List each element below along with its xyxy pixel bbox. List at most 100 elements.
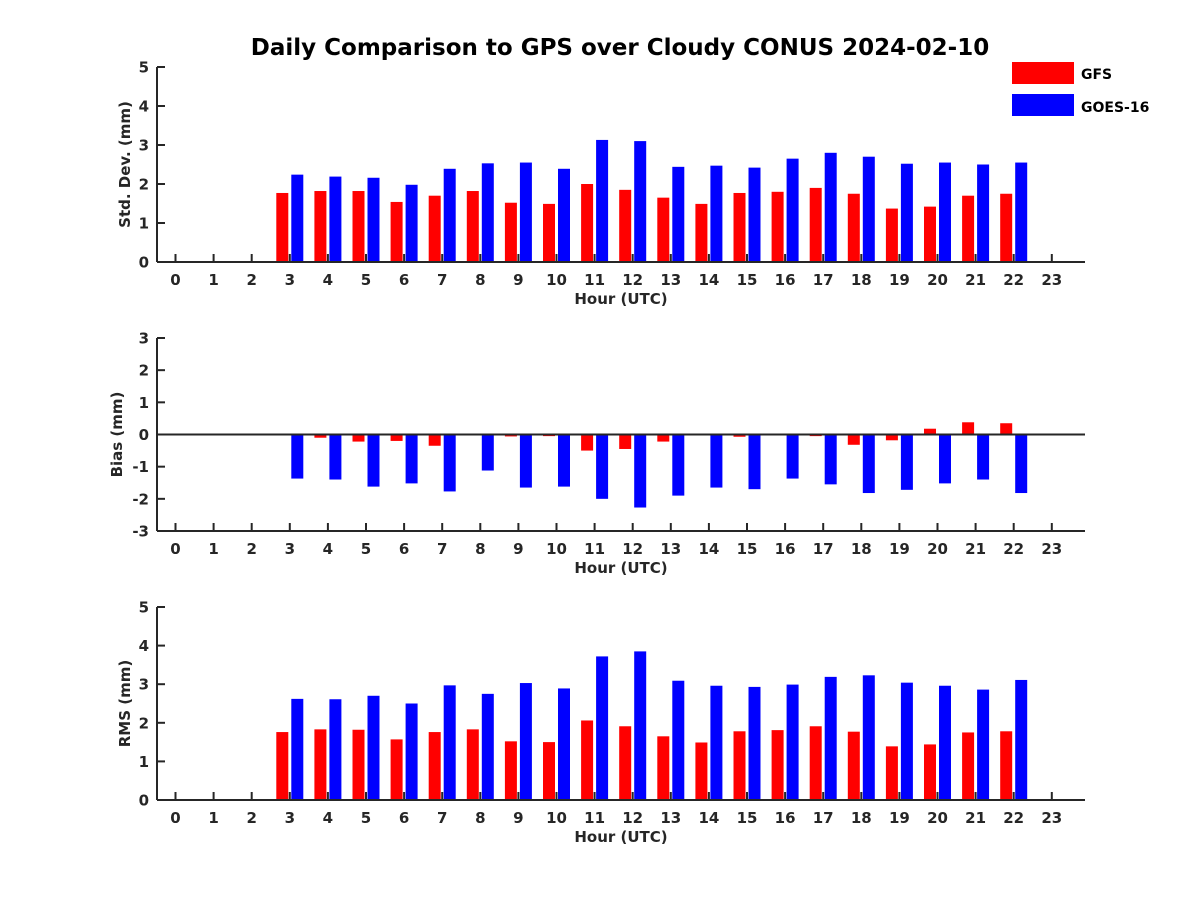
bar-goes-16-hour-15 [748,167,761,262]
legend: GFS GOES-16 [1012,62,1149,116]
x-tick-label: 1 [208,271,218,289]
bar-goes-16-hour-8 [481,693,494,800]
x-tick-label: 23 [1041,271,1062,289]
bar-goes-16-hour-17 [824,676,837,800]
x-tick-label: 11 [584,540,605,558]
bar-goes-16-hour-12 [634,141,647,262]
y-axis-label: RMS (mm) [116,660,134,747]
bar-gfs-hour-8 [466,729,479,800]
bar-gfs-hour-4 [314,434,327,438]
x-tick-label: 19 [889,540,910,558]
bar-gfs-hour-11 [581,184,594,262]
x-tick-label: 23 [1041,540,1062,558]
legend-label-gfs: GFS [1081,67,1112,83]
bar-goes-16-hour-5 [367,434,380,487]
bar-gfs-hour-20 [924,428,936,435]
bar-gfs-hour-18 [847,731,860,800]
bar-gfs-hour-13 [657,197,670,262]
bar-goes-16-hour-5 [367,177,380,262]
bar-goes-16-hour-20 [939,685,951,800]
bar-gfs-hour-19 [885,434,898,441]
y-tick-label: 3 [139,137,149,155]
x-tick-label: 0 [170,271,180,289]
bar-goes-16-hour-7 [443,685,456,800]
bar-gfs-hour-8 [466,191,479,262]
x-tick-label: 17 [813,271,834,289]
bar-goes-16-hour-19 [900,163,913,262]
x-tick-label: 15 [737,540,758,558]
bar-gfs-hour-7 [428,732,441,800]
y-tick-label: 3 [139,330,149,348]
bar-goes-16-hour-18 [862,675,875,800]
x-tick-label: 14 [698,809,719,827]
bar-goes-16-hour-4 [329,434,342,480]
bar-goes-16-hour-13 [672,434,685,496]
x-axis-label: Hour (UTC) [574,828,667,846]
x-tick-label: 20 [927,271,948,289]
x-tick-label: 11 [584,809,605,827]
bar-goes-16-hour-13 [672,166,685,262]
x-tick-label: 12 [622,271,643,289]
bar-goes-16-hour-15 [748,686,761,800]
y-tick-label: -2 [132,490,149,508]
bar-gfs-hour-6 [390,201,403,262]
bar-gfs-hour-17 [809,726,822,800]
bar-goes-16-hour-3 [291,174,304,262]
x-tick-label: 8 [475,271,485,289]
x-tick-label: 4 [323,809,333,827]
y-tick-label: 2 [139,714,149,732]
bar-gfs-hour-21 [962,195,975,262]
bar-gfs-hour-9 [504,741,517,800]
x-tick-label: 13 [660,540,681,558]
x-tick-label: 12 [622,540,643,558]
bar-goes-16-hour-14 [710,434,723,488]
x-tick-label: 2 [246,540,256,558]
y-tick-label: 5 [139,59,149,77]
bar-gfs-hour-21 [962,732,975,800]
bar-goes-16-hour-16 [786,158,799,262]
bar-goes-16-hour-17 [824,152,837,262]
x-tick-label: 14 [698,540,719,558]
x-tick-label: 13 [660,271,681,289]
bar-goes-16-hour-21 [977,689,990,800]
x-tick-label: 14 [698,271,719,289]
bar-goes-16-hour-15 [748,434,761,490]
x-tick-label: 18 [851,271,872,289]
x-tick-label: 13 [660,809,681,827]
bar-goes-16-hour-17 [824,434,837,485]
x-tick-label: 1 [208,540,218,558]
bar-goes-16-hour-18 [862,434,875,494]
bar-gfs-hour-10 [543,742,555,800]
bar-gfs-hour-18 [847,434,860,445]
x-tick-label: 3 [285,809,295,827]
bar-gfs-hour-13 [657,736,670,800]
x-tick-label: 5 [361,809,371,827]
bar-gfs-hour-5 [352,729,365,800]
y-tick-label: 2 [139,176,149,194]
bar-gfs-hour-4 [314,729,327,800]
x-tick-label: 10 [546,271,567,289]
bar-goes-16-hour-4 [329,176,342,262]
y-tick-label: 0 [139,792,149,810]
bar-gfs-hour-3 [276,192,289,262]
bar-goes-16-hour-3 [291,698,304,800]
bar-goes-16-hour-22 [1015,434,1028,494]
x-tick-label: 0 [170,540,180,558]
bar-gfs-hour-12 [619,189,632,262]
bar-gfs-hour-4 [314,191,327,262]
bar-gfs-hour-3 [276,732,289,800]
x-tick-label: 18 [851,809,872,827]
bar-goes-16-hour-11 [596,434,609,499]
bar-gfs-hour-22 [1000,731,1013,800]
bar-goes-16-hour-20 [939,434,951,484]
legend-swatch-gfs [1012,62,1074,84]
y-tick-label: -1 [132,458,149,476]
bar-goes-16-hour-7 [443,168,456,262]
bar-goes-16-hour-19 [900,682,913,800]
bar-goes-16-hour-9 [519,434,532,488]
bar-gfs-hour-6 [390,434,403,441]
x-tick-label: 20 [927,809,948,827]
x-tick-label: 15 [737,809,758,827]
